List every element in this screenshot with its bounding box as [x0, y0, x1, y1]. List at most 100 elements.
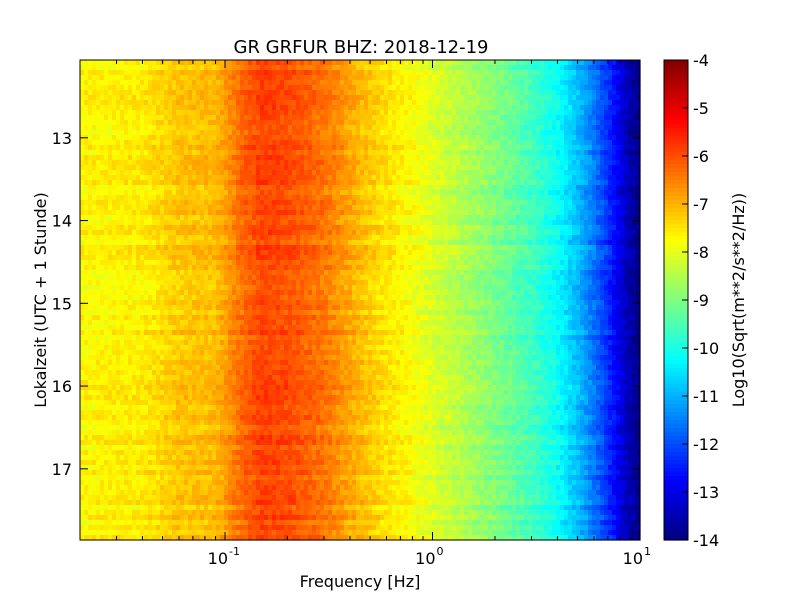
heatmap-cell	[128, 185, 133, 191]
heatmap-cell	[160, 310, 165, 316]
heatmap-cell	[240, 410, 245, 416]
heatmap-cell	[172, 485, 177, 491]
heatmap-cell	[140, 225, 145, 231]
heatmap-cell	[184, 410, 189, 416]
heatmap-cell	[84, 495, 89, 501]
heatmap-cell	[104, 125, 109, 131]
heatmap-cell	[180, 320, 185, 326]
heatmap-cell	[164, 90, 169, 96]
heatmap-cell	[192, 390, 197, 396]
heatmap-cell	[172, 335, 177, 341]
heatmap-cell	[216, 110, 221, 116]
heatmap-cell	[280, 140, 285, 146]
heatmap-cell	[272, 475, 277, 481]
heatmap-cell	[256, 470, 261, 476]
heatmap-cell	[112, 255, 117, 261]
heatmap-cell	[276, 210, 281, 216]
heatmap-cell	[176, 470, 181, 476]
heatmap-cell	[180, 60, 185, 66]
heatmap-cell	[248, 495, 253, 501]
heatmap-cell	[152, 500, 157, 506]
heatmap-cell	[156, 225, 161, 231]
heatmap-cell	[116, 215, 121, 221]
heatmap-cell	[248, 120, 253, 126]
heatmap-cell	[124, 375, 129, 381]
heatmap-cell	[248, 370, 253, 376]
heatmap-cell	[180, 360, 185, 366]
heatmap-cell	[128, 400, 133, 406]
heatmap-cell	[152, 95, 157, 101]
heatmap-cell	[92, 425, 97, 431]
heatmap-cell	[204, 505, 209, 511]
heatmap-cell	[100, 130, 105, 136]
heatmap-cell	[172, 325, 177, 331]
heatmap-cell	[160, 235, 165, 241]
heatmap-cell	[224, 285, 229, 291]
heatmap-cell	[160, 365, 165, 371]
heatmap-cell	[160, 450, 165, 456]
heatmap-cell	[116, 490, 121, 496]
heatmap-cell	[232, 135, 237, 141]
heatmap-cell	[256, 405, 261, 411]
heatmap-cell	[172, 495, 177, 501]
heatmap-cell	[176, 480, 181, 486]
heatmap-cell	[212, 325, 217, 331]
heatmap-cell	[100, 340, 105, 346]
heatmap-cell	[140, 305, 145, 311]
heatmap-cell	[248, 355, 253, 361]
heatmap-cell	[220, 355, 225, 361]
heatmap-cell	[196, 385, 201, 391]
heatmap-cell	[252, 215, 257, 221]
heatmap-cell	[144, 265, 149, 271]
heatmap-cell	[204, 60, 209, 66]
heatmap-cell	[140, 105, 145, 111]
heatmap-cell	[104, 185, 109, 191]
heatmap-cell	[124, 315, 129, 321]
heatmap-cell	[212, 530, 217, 536]
heatmap-cell	[128, 300, 133, 306]
heatmap-cell	[240, 450, 245, 456]
heatmap-cell	[208, 155, 213, 161]
heatmap-cell	[164, 300, 169, 306]
heatmap-cell	[132, 385, 137, 391]
heatmap-cell	[184, 510, 189, 516]
heatmap-cell	[228, 330, 233, 336]
heatmap-cell	[240, 435, 245, 441]
heatmap-cell	[244, 85, 249, 91]
heatmap-cell	[156, 380, 161, 386]
heatmap-cell	[232, 365, 237, 371]
heatmap-cell	[128, 335, 133, 341]
heatmap-cell	[92, 355, 97, 361]
heatmap-cell	[176, 105, 181, 111]
heatmap-cell	[212, 355, 217, 361]
heatmap-cell	[188, 215, 193, 221]
heatmap-cell	[200, 515, 205, 521]
heatmap-cell	[196, 85, 201, 91]
heatmap-cell	[268, 385, 273, 391]
heatmap-cell	[212, 170, 217, 176]
heatmap-cell	[236, 290, 241, 296]
heatmap-cell	[108, 510, 113, 516]
heatmap-cell	[220, 430, 225, 436]
heatmap-cell	[232, 385, 237, 391]
heatmap-cell	[236, 440, 241, 446]
heatmap-cell	[276, 245, 281, 251]
heatmap-cell	[260, 100, 265, 106]
heatmap-cell	[224, 485, 229, 491]
heatmap-cell	[164, 260, 169, 266]
heatmap-cell	[220, 225, 225, 231]
heatmap-cell	[256, 310, 261, 316]
heatmap-cell	[256, 195, 261, 201]
heatmap-cell	[80, 195, 85, 201]
heatmap-cell	[196, 225, 201, 231]
heatmap-cell	[116, 510, 121, 516]
heatmap-cell	[192, 330, 197, 336]
heatmap-cell	[264, 370, 269, 376]
heatmap-cell	[120, 515, 125, 521]
heatmap-cell	[132, 480, 137, 486]
heatmap-cell	[260, 195, 265, 201]
heatmap-cell	[208, 180, 213, 186]
heatmap-cell	[228, 385, 233, 391]
heatmap-cell	[284, 305, 289, 311]
heatmap-cell	[284, 235, 289, 241]
